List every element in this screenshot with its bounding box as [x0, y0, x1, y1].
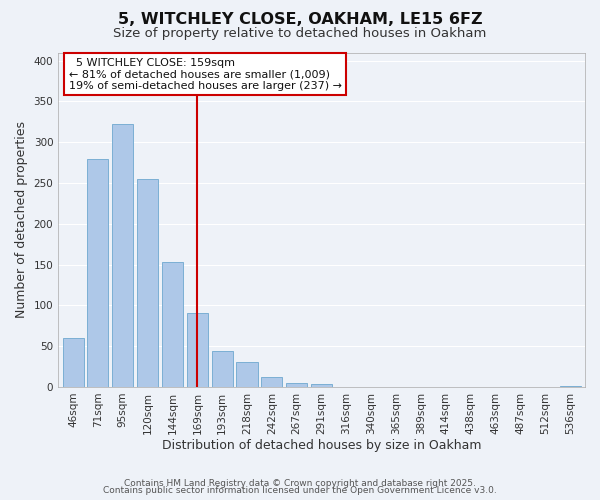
- Bar: [187, 312, 208, 387]
- Bar: [262, 377, 283, 387]
- Bar: [311, 384, 332, 387]
- Y-axis label: Number of detached properties: Number of detached properties: [15, 121, 28, 318]
- Bar: [88, 158, 109, 387]
- Bar: [112, 124, 133, 387]
- Text: Size of property relative to detached houses in Oakham: Size of property relative to detached ho…: [113, 28, 487, 40]
- Bar: [62, 338, 83, 387]
- Text: Contains HM Land Registry data © Crown copyright and database right 2025.: Contains HM Land Registry data © Crown c…: [124, 478, 476, 488]
- Text: 5 WITCHLEY CLOSE: 159sqm
← 81% of detached houses are smaller (1,009)
19% of sem: 5 WITCHLEY CLOSE: 159sqm ← 81% of detach…: [69, 58, 342, 90]
- Bar: [286, 383, 307, 387]
- Bar: [212, 351, 233, 387]
- Bar: [236, 362, 257, 387]
- Bar: [162, 262, 183, 387]
- Bar: [560, 386, 581, 387]
- Bar: [137, 179, 158, 387]
- Text: Contains public sector information licensed under the Open Government Licence v3: Contains public sector information licen…: [103, 486, 497, 495]
- X-axis label: Distribution of detached houses by size in Oakham: Distribution of detached houses by size …: [162, 440, 481, 452]
- Text: 5, WITCHLEY CLOSE, OAKHAM, LE15 6FZ: 5, WITCHLEY CLOSE, OAKHAM, LE15 6FZ: [118, 12, 482, 28]
